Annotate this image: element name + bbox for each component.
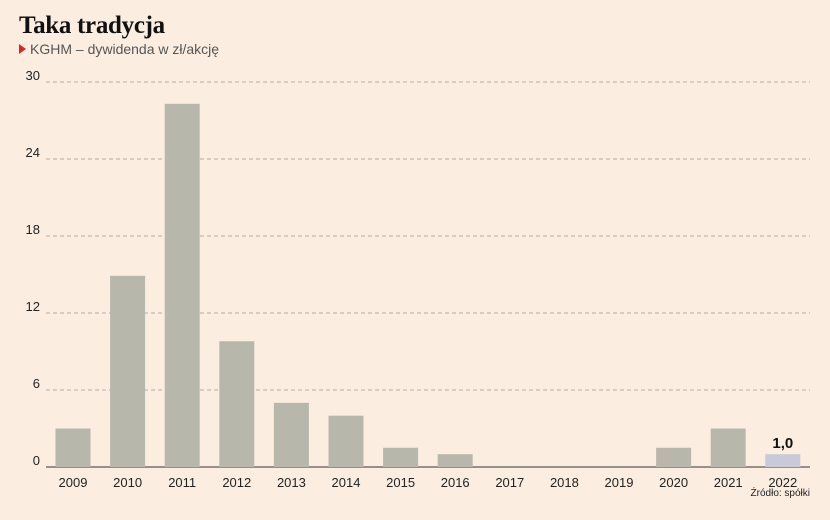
y-tick-label: 30 (26, 68, 40, 83)
x-tick-label: 2012 (222, 475, 251, 490)
bar-2022 (765, 454, 801, 467)
y-tick-label: 6 (33, 376, 40, 391)
x-tick-label: 2019 (605, 475, 634, 490)
x-tick-label: 2009 (59, 475, 88, 490)
chart-subtitle: KGHM – dywidenda w zł/akcję (19, 41, 219, 57)
bar-2012 (219, 341, 255, 467)
bar-2015 (383, 447, 419, 467)
bar-2021 (710, 428, 746, 467)
y-tick-label: 18 (26, 222, 40, 237)
x-tick-label: 2015 (386, 475, 415, 490)
x-tick-label: 2016 (441, 475, 470, 490)
x-tick-label: 2018 (550, 475, 579, 490)
bar-2014 (328, 415, 364, 467)
triangle-marker-icon (19, 44, 26, 54)
bar-2016 (437, 454, 473, 467)
x-tick-label: 2013 (277, 475, 306, 490)
y-tick-label: 0 (33, 453, 40, 468)
x-tick-label: 2014 (332, 475, 361, 490)
y-tick-label: 24 (26, 145, 40, 160)
x-tick-label: 2020 (659, 475, 688, 490)
x-tick-label: 2022 (768, 475, 797, 490)
bar-2010 (110, 275, 146, 467)
data-label-2022: 1,0 (772, 435, 793, 452)
bar-2011 (164, 103, 200, 468)
x-tick-label: 2010 (113, 475, 142, 490)
x-tick-label: 2017 (495, 475, 524, 490)
bar-2013 (273, 402, 309, 467)
chart-title: Taka tradycja (19, 12, 165, 39)
bar-2009 (55, 428, 91, 467)
source-note: Źródło: spółki (750, 488, 810, 499)
subtitle-text: KGHM – dywidenda w zł/akcję (30, 41, 220, 57)
y-tick-label: 12 (26, 299, 40, 314)
x-tick-label: 2021 (714, 475, 743, 490)
x-tick-label: 2011 (168, 475, 196, 490)
bar-2020 (656, 447, 692, 467)
